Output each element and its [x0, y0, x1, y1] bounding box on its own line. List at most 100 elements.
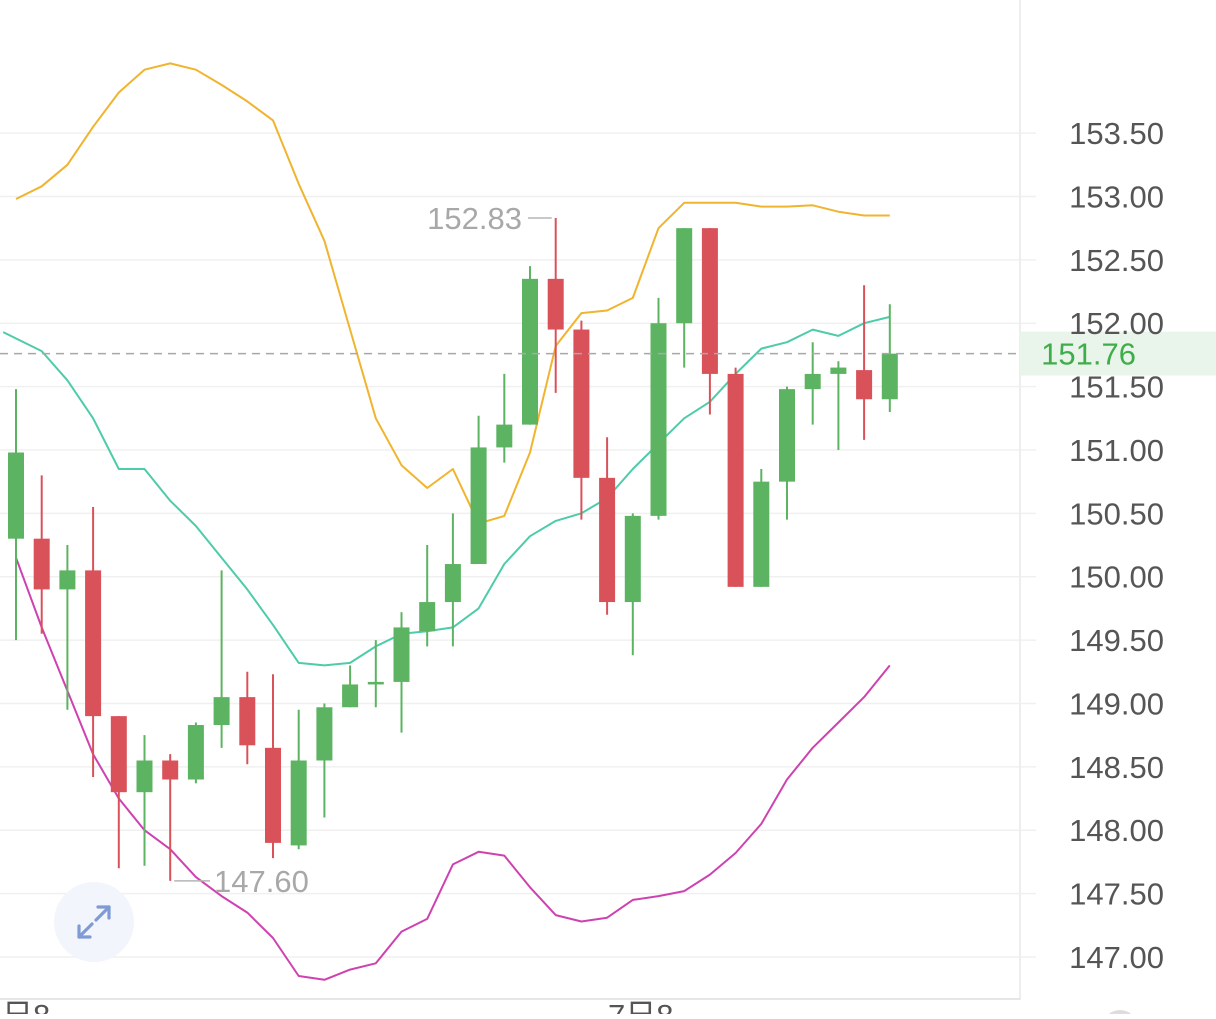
- y-tick-label: 148.50: [1069, 750, 1164, 785]
- candle-body: [136, 760, 153, 793]
- candle[interactable]: [522, 266, 538, 425]
- candle-body: [33, 538, 50, 590]
- candle-body: [470, 447, 487, 565]
- y-tick-label: 153.50: [1069, 116, 1164, 151]
- candle-body: [496, 424, 513, 448]
- y-tick-label: 152.50: [1069, 243, 1164, 278]
- candle[interactable]: [701, 228, 718, 415]
- candle-body: [290, 760, 307, 846]
- indicator-line: [15, 62, 890, 525]
- candle-body: [265, 747, 281, 843]
- candle-body: [342, 684, 359, 708]
- candle[interactable]: [470, 415, 487, 565]
- y-tick-label: 149.50: [1069, 623, 1164, 658]
- candle[interactable]: [59, 545, 76, 710]
- candle-body: [753, 481, 770, 587]
- candle[interactable]: [110, 716, 127, 869]
- y-tick-label: 147.00: [1069, 940, 1164, 975]
- candle[interactable]: [573, 320, 590, 520]
- y-axis-labels: 147.00 147.50 148.00 148.50 149.00 149.50 150.…: [1069, 116, 1164, 975]
- candle-body: [85, 570, 102, 717]
- candle[interactable]: [213, 570, 230, 748]
- candle-body: [547, 278, 564, 330]
- y-tick-label: 153.00: [1069, 179, 1164, 214]
- candle[interactable]: [856, 285, 873, 440]
- candle[interactable]: [290, 709, 307, 850]
- x-axis-label: 日8: [2, 998, 50, 1014]
- candle-body: [676, 228, 693, 324]
- candle[interactable]: [624, 513, 641, 656]
- high-price-label: 152.83: [427, 201, 522, 236]
- candle-body: [522, 278, 538, 425]
- y-tick-label: 148.00: [1069, 813, 1164, 848]
- candle[interactable]: [830, 361, 847, 450]
- candle-body: [213, 697, 230, 726]
- scroll-indicator[interactable]: [1102, 1010, 1138, 1019]
- candle[interactable]: [316, 703, 333, 818]
- candles[interactable]: [8, 218, 898, 881]
- candle-body: [187, 725, 204, 780]
- candle-body: [881, 353, 898, 400]
- candle-body: [727, 373, 744, 587]
- y-tick-label: 151.50: [1069, 370, 1164, 405]
- candle[interactable]: [187, 722, 204, 784]
- candle-body: [8, 452, 24, 539]
- y-tick-label: 150.50: [1069, 496, 1164, 531]
- y-tick-label: 147.50: [1069, 877, 1164, 912]
- candle[interactable]: [753, 468, 770, 587]
- candle-body: [779, 389, 795, 482]
- candle-body: [624, 515, 641, 603]
- candle-body: [804, 373, 821, 390]
- candle[interactable]: [419, 545, 436, 647]
- candle[interactable]: [496, 373, 513, 463]
- candle[interactable]: [676, 228, 693, 368]
- grid-lines: [0, 132, 1036, 958]
- candle[interactable]: [85, 507, 102, 777]
- expand-icon: [77, 905, 111, 939]
- candle-body: [162, 760, 179, 780]
- candle[interactable]: [599, 437, 616, 615]
- candle[interactable]: [33, 475, 50, 634]
- candle[interactable]: [881, 304, 898, 412]
- candle[interactable]: [136, 735, 153, 866]
- candle[interactable]: [804, 342, 821, 425]
- candle[interactable]: [367, 640, 384, 708]
- candle-body: [239, 697, 256, 746]
- candle-body: [856, 370, 873, 400]
- candle-body: [830, 367, 847, 374]
- candle-body: [599, 477, 616, 603]
- candle-body: [650, 323, 667, 516]
- candle[interactable]: [444, 513, 461, 647]
- candle-body: [59, 570, 76, 590]
- candle-body: [444, 564, 461, 603]
- x-axis-labels: 日8 7日8: [2, 998, 673, 1019]
- y-tick-label: 149.00: [1069, 686, 1164, 721]
- candle[interactable]: [650, 297, 667, 520]
- expand-button[interactable]: [54, 882, 134, 962]
- candle[interactable]: [8, 389, 24, 641]
- candle[interactable]: [393, 612, 410, 733]
- candle-body: [367, 681, 384, 685]
- candle-body: [393, 627, 410, 682]
- candle[interactable]: [239, 671, 256, 765]
- candle-body: [701, 228, 718, 374]
- candle[interactable]: [727, 367, 744, 587]
- price-markers: 151.76 152.83 147.60: [0, 201, 1216, 899]
- candle-body: [419, 602, 436, 632]
- candle[interactable]: [342, 665, 359, 708]
- indicator-line: [15, 557, 891, 981]
- current-price-background: [1020, 331, 1216, 376]
- low-price-label: 147.60: [214, 864, 309, 899]
- x-axis-label: 7日8: [608, 998, 673, 1014]
- y-tick-label: 151.00: [1069, 433, 1164, 468]
- y-tick-label: 150.00: [1069, 560, 1164, 595]
- y-tick-label: 152.00: [1069, 306, 1164, 341]
- candle[interactable]: [265, 674, 281, 859]
- candle[interactable]: [779, 386, 795, 520]
- candle[interactable]: [547, 218, 564, 393]
- candle-body: [110, 716, 127, 793]
- candle[interactable]: [162, 754, 179, 881]
- current-price-label: 151.76: [1041, 337, 1136, 372]
